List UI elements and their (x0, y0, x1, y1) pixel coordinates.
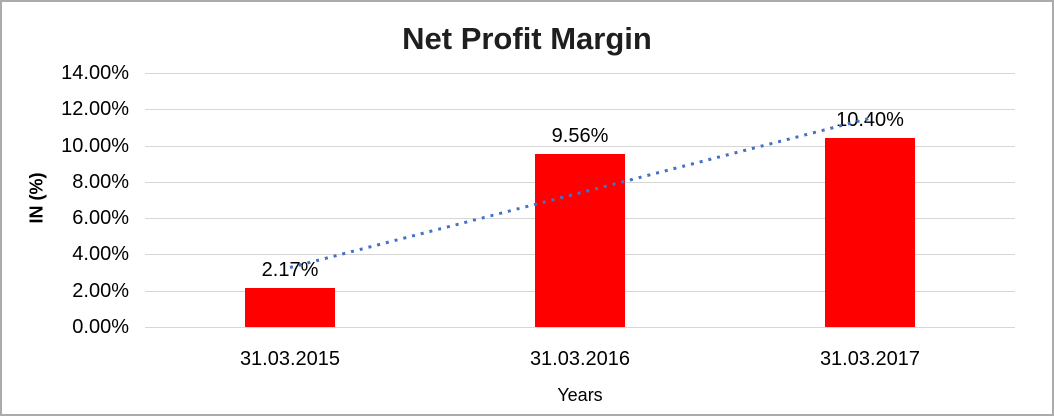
chart-title: Net Profit Margin (402, 21, 652, 56)
gridline (145, 109, 1015, 111)
gridline (145, 327, 1015, 328)
y-tick-label: 8.00% (72, 170, 129, 193)
gridline (145, 145, 1015, 147)
x-tick-label: 31.03.2015 (239, 348, 341, 370)
y-tick-label: 4.00% (72, 243, 129, 266)
bar-data-label: 2.17% (261, 258, 319, 281)
y-tick-label: 10.00% (61, 134, 129, 157)
gridline (145, 73, 1015, 74)
bar-data-label: 10.40% (836, 109, 904, 132)
y-tick-label: 2.00% (72, 279, 129, 302)
x-tick-label: 31.03.2016 (529, 348, 631, 370)
bar (535, 153, 625, 327)
y-tick-label: 14.00% (61, 62, 129, 84)
bar (825, 138, 915, 327)
bar (245, 287, 335, 327)
y-tick-label: 12.00% (61, 98, 129, 121)
x-tick-label: 31.03.2017 (819, 348, 921, 370)
x-axis-title: Years (557, 385, 603, 405)
y-tick-label: 0.00% (72, 316, 129, 338)
y-tick-label: 6.00% (72, 207, 129, 230)
bar-data-label: 9.56% (551, 124, 609, 147)
